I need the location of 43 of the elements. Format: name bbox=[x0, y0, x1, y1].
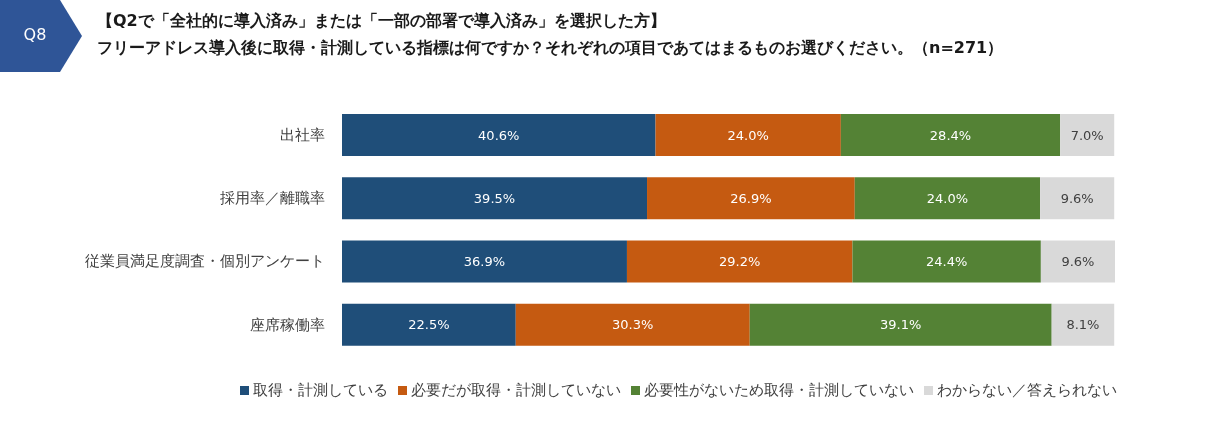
data-label: 9.6% bbox=[1060, 190, 1094, 206]
bar bbox=[342, 114, 656, 156]
legend-label: 取得・計測している bbox=[252, 381, 388, 399]
data-label: 8.1% bbox=[1066, 317, 1100, 333]
data-label: 28.4% bbox=[929, 127, 972, 143]
bar bbox=[852, 240, 1041, 283]
y-tick-label: 従業員満足度調査・個別アンケート bbox=[85, 252, 325, 271]
bar bbox=[342, 240, 627, 283]
legend-label: 必要だが取得・計測していない bbox=[410, 381, 621, 399]
data-label: 39.1% bbox=[880, 317, 922, 333]
bar bbox=[647, 177, 855, 220]
bar bbox=[626, 240, 853, 283]
data-label: 26.9% bbox=[730, 190, 772, 206]
legend-label: 必要性がないため取得・計測していない bbox=[643, 381, 914, 399]
chart-subtitle: フリーアドレス導入後に取得・計測している指標は何ですか？それぞれの項目であてはまるものお選びください。（n=271） bbox=[97, 38, 1004, 58]
bar bbox=[1060, 114, 1115, 156]
bar bbox=[342, 303, 516, 346]
bar bbox=[1040, 240, 1115, 283]
legend-label: わからない／答えられない bbox=[936, 381, 1117, 399]
bar bbox=[1040, 177, 1115, 220]
data-label: 30.3% bbox=[612, 317, 654, 333]
y-tick-label: 座席稼働率 bbox=[250, 315, 325, 334]
data-label: 36.9% bbox=[463, 254, 506, 270]
bar bbox=[1051, 303, 1115, 346]
data-label: 7.0% bbox=[1070, 127, 1104, 143]
data-label: 24.0% bbox=[926, 190, 969, 206]
data-label: 39.5% bbox=[473, 190, 516, 206]
chart-title: 【Q2で「全社的に導入済み」または「一部の部署で導入済み」を選択した方】 bbox=[97, 11, 666, 31]
bar bbox=[342, 177, 648, 220]
y-tick-label: 出社率 bbox=[280, 125, 325, 144]
data-label: 22.5% bbox=[408, 317, 450, 333]
data-label: 9.6% bbox=[1061, 254, 1095, 270]
bar bbox=[749, 303, 1052, 346]
y-tick-label: 採用率／離職率 bbox=[220, 189, 325, 208]
bar bbox=[515, 303, 750, 346]
bar bbox=[854, 177, 1041, 220]
text: Q8 bbox=[22, 25, 48, 45]
data-label: 40.6% bbox=[478, 127, 520, 143]
data-label: 24.4% bbox=[926, 254, 968, 270]
bar bbox=[840, 114, 1061, 156]
data-label: 24.0% bbox=[727, 127, 769, 143]
data-label: 29.2% bbox=[719, 254, 761, 270]
bar bbox=[655, 114, 841, 156]
